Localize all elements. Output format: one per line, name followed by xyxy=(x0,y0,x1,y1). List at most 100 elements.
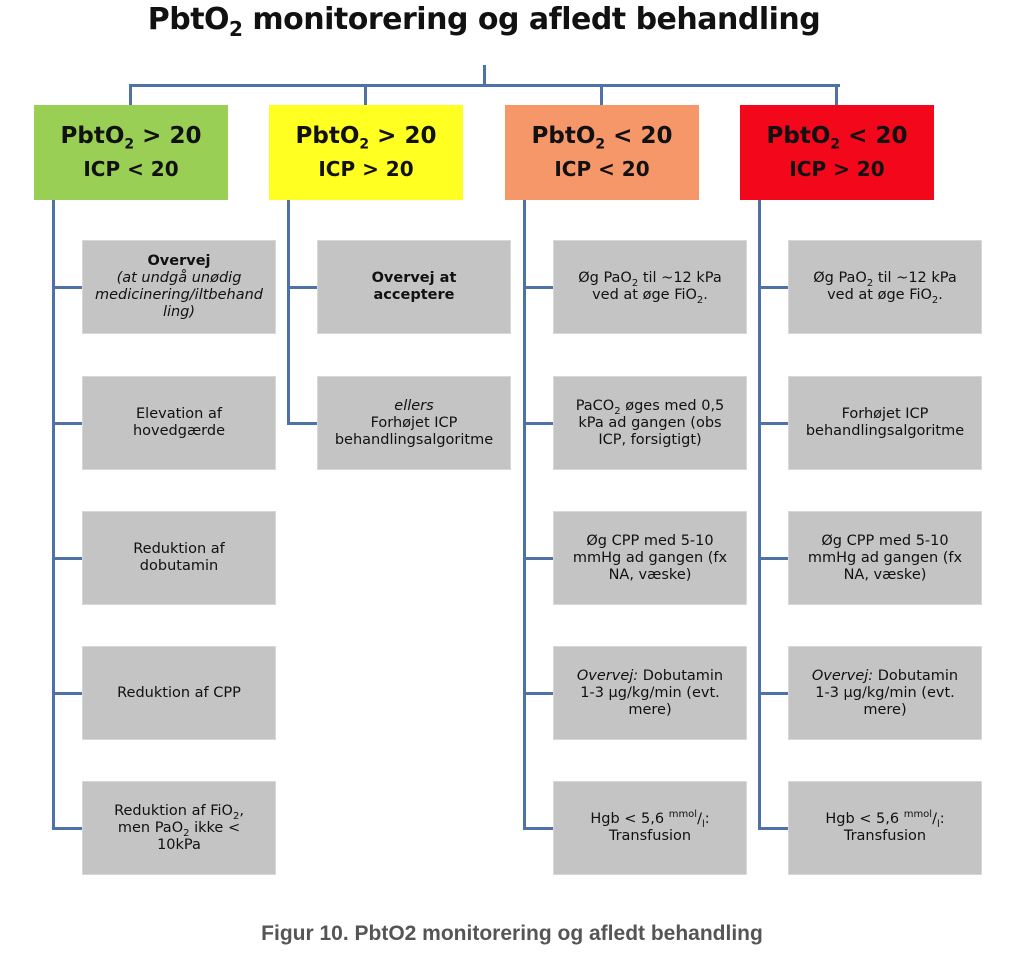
text-segment: Øg PaO xyxy=(578,270,632,286)
text-segment: 2 xyxy=(614,405,621,417)
text-segment: ikke < xyxy=(189,819,241,836)
text-line: ICP, forsigtigt) xyxy=(598,432,701,449)
text-line: ved at øge FiO2. xyxy=(592,287,708,306)
text-line: Øg PaO2 til ~12 kPa xyxy=(813,270,957,289)
text-segment: ICP > 20 xyxy=(789,156,885,181)
text-line: Overvej: Dobutamin xyxy=(812,668,958,685)
text-line: ellers xyxy=(394,398,433,415)
text-segment: Transfusion xyxy=(843,828,927,844)
branch-connector xyxy=(758,827,789,830)
text-segment: PbtO xyxy=(531,122,596,149)
text-line: (at undgå unødig xyxy=(117,270,242,287)
text-segment: 2 xyxy=(124,136,135,153)
text-segment: (at undgå unødig xyxy=(116,270,242,286)
text-segment: ved at øge FiO xyxy=(827,287,932,303)
text-segment: 2 xyxy=(830,136,841,153)
text-line: PaCO2 øges med 0,5 xyxy=(575,397,725,417)
text-line: ved at øge FiO2. xyxy=(827,287,943,306)
text-segment: . xyxy=(703,287,708,303)
text-segment: : xyxy=(704,811,710,827)
action-box: Overvej: Dobutamin 1-3 µg/kg/min (evt. mer… xyxy=(553,646,747,740)
text-segment: Hgb < 5,6 xyxy=(825,811,904,827)
text-segment: 2 xyxy=(696,294,704,306)
text-line: Reduktion af CPP xyxy=(117,685,241,702)
action-box: Reduktion af dobutamin xyxy=(82,511,276,605)
text-line: Elevation af xyxy=(136,406,222,423)
text-line: behandlingsalgoritme xyxy=(335,432,493,449)
text-segment: 2 xyxy=(359,136,370,153)
title-text-rest: monitorering og afledt behandling xyxy=(242,2,821,37)
text-segment: acceptere xyxy=(373,287,455,303)
text-segment: men PaO xyxy=(117,819,184,836)
header-drop-connector xyxy=(364,84,367,105)
text-line: ICP > 20 xyxy=(789,153,884,186)
text-segment: ICP < 20 xyxy=(83,156,179,181)
text-segment: 2 xyxy=(931,294,939,306)
title-subscript: 2 xyxy=(229,17,243,41)
text-segment: kPa ad gangen (obs xyxy=(578,414,722,431)
text-line: hovedgærde xyxy=(133,423,225,440)
action-box: Reduktion af FiO2, men PaO2 ikke <10kPa xyxy=(82,781,276,875)
text-segment: l xyxy=(936,818,940,830)
text-line: NA, væske) xyxy=(844,567,927,584)
text-segment: PbtO xyxy=(766,122,831,149)
root-stem-connector xyxy=(483,65,486,87)
text-segment: l xyxy=(701,818,705,830)
text-segment: Dobutamin xyxy=(638,667,724,684)
text-line: Reduktion af FiO2, xyxy=(114,802,244,821)
text-segment: : xyxy=(939,811,945,827)
text-line: PbtO2 > 20 xyxy=(296,120,437,153)
text-segment: Forhøjet ICP xyxy=(841,406,929,422)
header-drop-connector xyxy=(600,84,603,105)
text-line: medicinering/iltbehand xyxy=(95,287,263,304)
text-line: behandlingsalgoritme xyxy=(806,423,964,440)
branch-connector xyxy=(52,827,83,830)
branch-connector xyxy=(523,557,554,560)
text-segment: 10kPa xyxy=(157,836,201,853)
text-segment: Reduktion af xyxy=(133,541,225,557)
text-segment: 2 xyxy=(866,277,874,289)
title-text: PbtO xyxy=(147,2,230,37)
action-box: Øg CPP med 5-10 mmHg ad gangen (fx NA, væs… xyxy=(553,511,747,605)
text-line: 10kPa xyxy=(157,837,201,854)
text-segment: Overvej at xyxy=(371,270,457,286)
column-spine-connector xyxy=(287,200,290,425)
text-line: ling) xyxy=(163,304,195,321)
text-line: 1-3 µg/kg/min (evt. xyxy=(580,685,720,702)
text-line: dobutamin xyxy=(140,558,218,575)
branch-connector xyxy=(758,422,789,425)
text-segment: 2 xyxy=(631,277,639,289)
branch-connector xyxy=(52,692,83,695)
column-spine-connector xyxy=(758,200,761,830)
branch-connector xyxy=(758,286,789,289)
text-segment: PaCO xyxy=(575,397,615,414)
text-line: Transfusion xyxy=(609,828,691,845)
text-segment: Reduktion af FiO xyxy=(114,802,233,819)
text-segment: / xyxy=(697,811,702,827)
figure-caption: Figur 10. PbtO2 monitorering og afledt b… xyxy=(261,922,763,945)
text-line: Forhøjet ICP xyxy=(371,415,458,432)
text-segment: mmol xyxy=(903,809,933,821)
text-segment: mere) xyxy=(628,701,672,718)
action-box: Hgb < 5,6 mmol/l: Transfusion xyxy=(788,781,982,875)
text-line: NA, væske) xyxy=(609,567,692,584)
text-segment: Forhøjet ICP xyxy=(370,414,458,431)
action-box: Reduktion af CPP xyxy=(82,646,276,740)
text-segment: . xyxy=(938,287,943,303)
text-segment: 2 xyxy=(595,136,606,153)
text-segment: > 20 xyxy=(134,122,202,149)
text-line: PbtO2 < 20 xyxy=(532,120,673,153)
diagram-title: PbtO2 monitorering og afledt behandling xyxy=(0,0,968,49)
branch-connector xyxy=(523,286,554,289)
text-segment: mmHg ad gangen (fx xyxy=(572,549,728,566)
text-segment: ICP < 20 xyxy=(554,156,650,181)
text-segment: ICP, forsigtigt) xyxy=(598,431,702,448)
branch-connector xyxy=(523,692,554,695)
column-spine-connector xyxy=(52,200,55,830)
text-line: Øg PaO2 til ~12 kPa xyxy=(578,270,722,289)
text-segment: behandlingsalgoritme xyxy=(805,423,965,439)
text-segment: NA, væske) xyxy=(843,566,927,583)
text-segment: øges med 0,5 xyxy=(620,397,725,414)
branch-connector xyxy=(52,286,83,289)
action-box: Overvej at acceptere xyxy=(317,240,511,334)
